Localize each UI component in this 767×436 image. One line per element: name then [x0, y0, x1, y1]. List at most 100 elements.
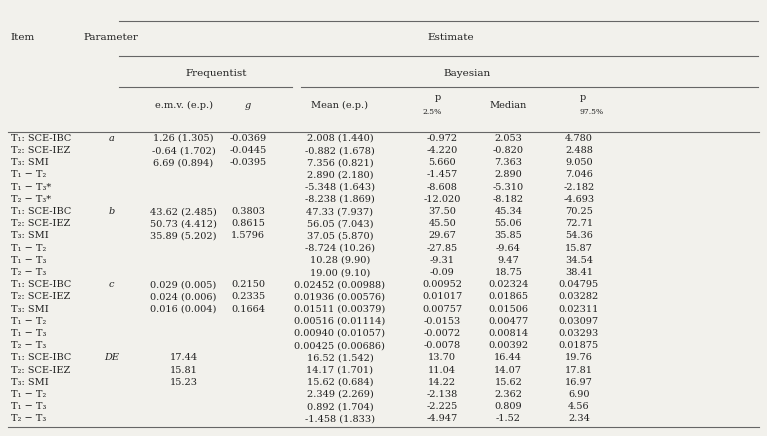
Text: -8.182: -8.182 [492, 195, 524, 204]
Text: T₂ − T₃: T₂ − T₃ [11, 268, 46, 277]
Text: 6.69 (0.894): 6.69 (0.894) [153, 158, 214, 167]
Text: 50.73 (4.412): 50.73 (4.412) [150, 219, 217, 228]
Text: 97.5%: 97.5% [580, 109, 604, 116]
Text: 0.04795: 0.04795 [559, 280, 599, 289]
Text: -27.85: -27.85 [426, 244, 458, 252]
Text: 47.33 (7.937): 47.33 (7.937) [306, 207, 374, 216]
Text: b: b [108, 207, 114, 216]
Text: 0.00477: 0.00477 [488, 317, 528, 326]
Text: 15.81: 15.81 [170, 366, 197, 375]
Text: 0.2335: 0.2335 [231, 293, 265, 301]
Text: -0.09: -0.09 [430, 268, 455, 277]
Text: 45.50: 45.50 [428, 219, 456, 228]
Text: 0.00392: 0.00392 [489, 341, 528, 350]
Text: T₁ − T₃: T₁ − T₃ [11, 402, 46, 411]
Text: T₁: SCE-IBC: T₁: SCE-IBC [11, 134, 71, 143]
Text: 2.488: 2.488 [565, 146, 593, 155]
Text: 2.362: 2.362 [494, 390, 522, 399]
Text: -8.724 (10.26): -8.724 (10.26) [305, 244, 375, 252]
Text: -2.182: -2.182 [563, 183, 594, 192]
Text: Median: Median [489, 101, 527, 110]
Text: Item: Item [11, 33, 35, 42]
Text: T₃: SMI: T₃: SMI [11, 378, 48, 387]
Text: 35.85: 35.85 [495, 232, 522, 241]
Text: -4.693: -4.693 [564, 195, 594, 204]
Text: 0.00516 (0.01114): 0.00516 (0.01114) [295, 317, 386, 326]
Text: -5.310: -5.310 [492, 183, 524, 192]
Text: T₂: SCE-IEZ: T₂: SCE-IEZ [11, 146, 70, 155]
Text: 2.890 (2.180): 2.890 (2.180) [307, 170, 374, 180]
Text: -0.0153: -0.0153 [423, 317, 461, 326]
Text: T₁ − T₂: T₁ − T₂ [11, 244, 46, 252]
Text: 19.76: 19.76 [565, 354, 593, 362]
Text: p: p [435, 92, 441, 102]
Text: 4.56: 4.56 [568, 402, 590, 411]
Text: 0.03097: 0.03097 [559, 317, 599, 326]
Text: 2.053: 2.053 [495, 134, 522, 143]
Text: 0.00757: 0.00757 [422, 305, 463, 313]
Text: a: a [108, 134, 114, 143]
Text: 34.54: 34.54 [565, 256, 593, 265]
Text: 7.356 (0.821): 7.356 (0.821) [307, 158, 374, 167]
Text: -0.0445: -0.0445 [229, 146, 267, 155]
Text: 14.07: 14.07 [494, 366, 522, 375]
Text: 11.04: 11.04 [428, 366, 456, 375]
Text: 38.41: 38.41 [565, 268, 593, 277]
Text: -0.972: -0.972 [426, 134, 458, 143]
Text: 70.25: 70.25 [565, 207, 593, 216]
Text: 37.50: 37.50 [428, 207, 456, 216]
Text: T₁: SCE-IBC: T₁: SCE-IBC [11, 207, 71, 216]
Text: T₂: SCE-IEZ: T₂: SCE-IEZ [11, 366, 70, 375]
Text: 0.01865: 0.01865 [489, 293, 528, 301]
Text: T₁ − T₃: T₁ − T₃ [11, 256, 46, 265]
Text: T₂ − T₃: T₂ − T₃ [11, 414, 46, 423]
Text: 1.26 (1.305): 1.26 (1.305) [153, 134, 214, 143]
Text: Parameter: Parameter [84, 33, 139, 42]
Text: 0.00940 (0.01057): 0.00940 (0.01057) [295, 329, 385, 338]
Text: 13.70: 13.70 [428, 354, 456, 362]
Text: 0.016 (0.004): 0.016 (0.004) [150, 305, 217, 313]
Text: -8.608: -8.608 [426, 183, 458, 192]
Text: 16.52 (1.542): 16.52 (1.542) [307, 354, 374, 362]
Text: -0.0072: -0.0072 [423, 329, 461, 338]
Text: 2.5%: 2.5% [422, 109, 441, 116]
Text: 17.81: 17.81 [565, 366, 593, 375]
Text: Bayesian: Bayesian [443, 69, 491, 78]
Text: T₁ − T₂: T₁ − T₂ [11, 390, 46, 399]
Text: T₂ − T₃: T₂ − T₃ [11, 341, 46, 350]
Text: 37.05 (5.870): 37.05 (5.870) [307, 232, 374, 241]
Text: Frequentist: Frequentist [185, 69, 247, 78]
Text: 0.01511 (0.00379): 0.01511 (0.00379) [295, 305, 386, 313]
Text: 19.00 (9.10): 19.00 (9.10) [310, 268, 370, 277]
Text: -0.64 (1.702): -0.64 (1.702) [152, 146, 216, 155]
Text: T₁: SCE-IBC: T₁: SCE-IBC [11, 280, 71, 289]
Text: -2.225: -2.225 [426, 402, 458, 411]
Text: 0.3803: 0.3803 [231, 207, 265, 216]
Text: 16.97: 16.97 [565, 378, 593, 387]
Text: -2.138: -2.138 [426, 390, 458, 399]
Text: 0.01875: 0.01875 [559, 341, 599, 350]
Text: DE: DE [104, 354, 119, 362]
Text: 17.44: 17.44 [170, 354, 198, 362]
Text: 0.8615: 0.8615 [232, 219, 265, 228]
Text: 15.62: 15.62 [495, 378, 522, 387]
Text: T₁ − T₃*: T₁ − T₃* [11, 183, 51, 192]
Text: -0.0078: -0.0078 [423, 341, 461, 350]
Text: -5.348 (1.643): -5.348 (1.643) [305, 183, 375, 192]
Text: T₂: SCE-IEZ: T₂: SCE-IEZ [11, 219, 70, 228]
Text: -4.947: -4.947 [426, 414, 458, 423]
Text: 4.780: 4.780 [565, 134, 593, 143]
Text: T₃: SMI: T₃: SMI [11, 305, 48, 313]
Text: 0.00952: 0.00952 [422, 280, 463, 289]
Text: -9.31: -9.31 [430, 256, 455, 265]
Text: 0.01936 (0.00576): 0.01936 (0.00576) [295, 293, 385, 301]
Text: 0.00425 (0.00686): 0.00425 (0.00686) [295, 341, 385, 350]
Text: T₃: SMI: T₃: SMI [11, 232, 48, 241]
Text: T₁ − T₂: T₁ − T₂ [11, 317, 46, 326]
Text: 10.28 (9.90): 10.28 (9.90) [310, 256, 370, 265]
Text: 2.890: 2.890 [495, 170, 522, 180]
Text: 1.5796: 1.5796 [231, 232, 265, 241]
Text: 2.008 (1.440): 2.008 (1.440) [307, 134, 374, 143]
Text: 43.62 (2.485): 43.62 (2.485) [150, 207, 217, 216]
Text: 7.046: 7.046 [565, 170, 593, 180]
